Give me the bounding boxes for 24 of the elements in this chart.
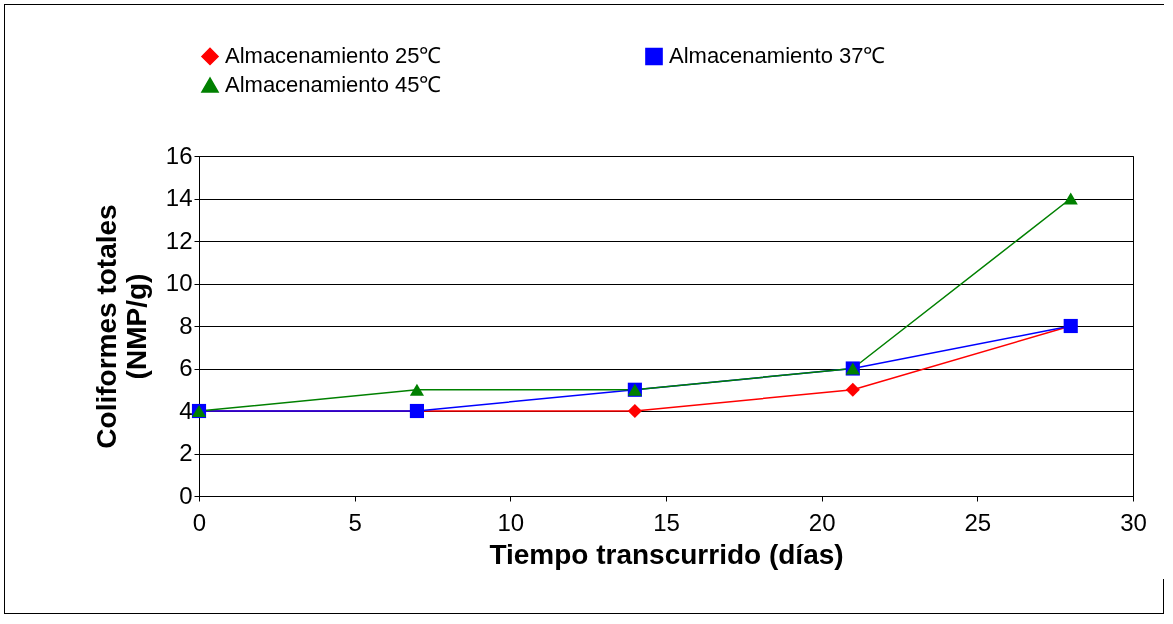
legend-label: Almacenamiento 37℃ [669, 43, 886, 69]
legend-label: Almacenamiento 45℃ [225, 72, 442, 97]
point [1063, 192, 1078, 205]
x-tick-label: 25 [964, 508, 992, 536]
y-axis-title: Coliformes totales (NMP/g) [90, 204, 152, 449]
y-tick-label: 12 [165, 226, 193, 254]
x-tick-label: 5 [348, 508, 362, 536]
y-tick-label: 8 [179, 311, 193, 339]
y-tick-label: 14 [165, 184, 193, 211]
x-tick-label: 10 [497, 508, 525, 536]
y-tick-label: 10 [165, 269, 193, 296]
y-tick-label: 2 [179, 439, 193, 466]
y-tick-label: 6 [179, 354, 193, 381]
y-tick-label: 0 [179, 481, 193, 509]
x-tick-label: 20 [808, 508, 836, 536]
x-axis-title: Tiempo transcurrido (días) [489, 538, 844, 570]
point [845, 382, 860, 397]
y-tick-label: 4 [179, 396, 193, 424]
x-tick-label: 15 [653, 508, 680, 536]
point [409, 383, 424, 396]
point [627, 403, 642, 419]
legend-label: Almacenamiento 25℃ [225, 43, 442, 69]
x-tick-label: 30 [1120, 508, 1147, 536]
y-tick-label: 16 [165, 141, 193, 169]
